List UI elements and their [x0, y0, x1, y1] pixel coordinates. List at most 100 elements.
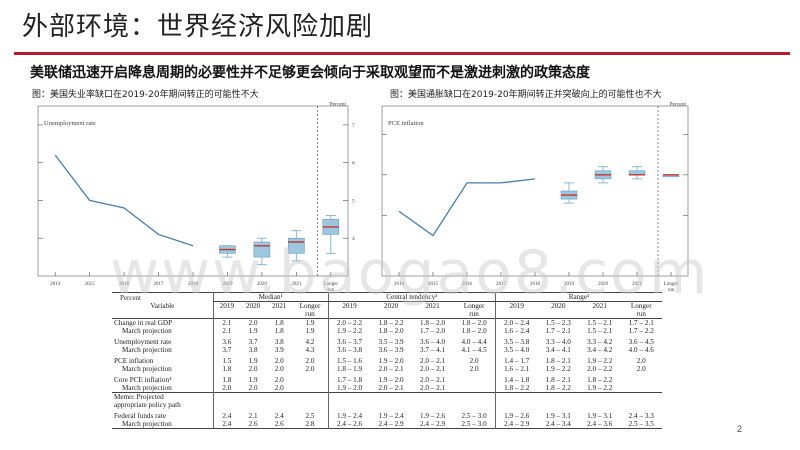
- value-cell: 1.8 – 2.1: [545, 357, 571, 365]
- row-label: Change in real GDP: [114, 319, 173, 327]
- value-cell: 4.2: [305, 338, 315, 346]
- chart1-ytick-label: 7: [352, 123, 355, 129]
- chart1-central-tendency-box: [288, 237, 305, 254]
- year-header: Longer run: [620, 302, 662, 319]
- value-cell: 2.0: [469, 365, 479, 373]
- spacer-cell: [292, 393, 328, 402]
- spacer-cell: [212, 335, 241, 338]
- value-cell: 1.8 – 2.2: [494, 384, 538, 393]
- chart1-ylabel: Percent: [330, 102, 347, 108]
- table-row: March projection 1.8 2.0 2.0 2.0 1.8 – 1.9 2.0…: [112, 365, 662, 373]
- projection-table: Variable Median¹ Central tendency² Range³ 20…: [112, 292, 662, 429]
- value-cell: 1.4 – 1.8: [494, 376, 538, 384]
- value-cell: 3.8: [248, 346, 258, 354]
- value-cell: 3.8: [274, 338, 284, 346]
- table-percent-label: Percent: [120, 294, 141, 302]
- spacer-cell: [579, 401, 620, 409]
- value-cell: 1.9 – 2.4: [378, 412, 404, 420]
- group-header: Range³: [494, 292, 662, 302]
- value-cell: 2.0: [636, 357, 646, 365]
- value-cell: 3.5 – 4.0: [494, 346, 538, 354]
- value-cell: 1.9: [248, 357, 258, 365]
- spacer-cell: [412, 393, 453, 402]
- value-cell: 1.8 – 2.0: [461, 319, 487, 327]
- value-cell: 3.6 – 3.9: [378, 346, 404, 354]
- value-cell: 2.0: [212, 384, 241, 393]
- value-cell: 3.4 – 4.1: [545, 346, 571, 354]
- value-cell: 1.7 – 2.1: [628, 319, 654, 327]
- chart1-xtick-label: 2015: [85, 282, 96, 287]
- value-cell: 2.0: [248, 319, 258, 327]
- table-header-groups: Variable Median¹ Central tendency² Range³: [112, 292, 662, 310]
- spacer-cell: [538, 393, 579, 402]
- value-cell: 1.8 – 1.9: [327, 365, 371, 373]
- value-cell: 1.7 – 2.1: [545, 327, 571, 335]
- year-header-line2: run: [469, 310, 479, 318]
- spacer-cell: [453, 393, 495, 402]
- spacer-cell: [292, 401, 328, 409]
- spacer-cell: [327, 409, 371, 412]
- value-cell: 2.4 – 2.9: [419, 420, 446, 428]
- spacer-cell: [327, 373, 371, 376]
- value-cell: 1.9 – 2.2: [327, 327, 371, 335]
- year-header: 2021: [272, 302, 287, 310]
- memo-text: Memo: Projected: [114, 393, 164, 401]
- value-cell: 2.0 – 2.1: [419, 365, 446, 373]
- spacer-cell: [620, 393, 662, 402]
- table-row: March projection 3.7 3.8 3.9 4.3 3.6 – 3.8 3.6…: [112, 346, 662, 354]
- value-cell: 3.6 – 3.8: [327, 346, 371, 354]
- chart2-xtick-label: 2021: [632, 282, 643, 287]
- chart1-ytick-label: 6: [352, 161, 355, 167]
- value-cell: 2.4: [212, 420, 241, 429]
- value-cell: 2.0: [274, 365, 284, 373]
- value-cell: 1.7 – 1.8: [327, 376, 371, 384]
- year-header: 2021: [592, 302, 607, 310]
- chart2-xtick-label: 2014: [394, 282, 405, 287]
- chart2-xtick-label: 2019: [564, 282, 575, 287]
- value-cell: 3.7: [212, 346, 241, 354]
- spacer-cell: [266, 401, 292, 409]
- row-label: Unemployment rate: [114, 338, 172, 346]
- slide-title: 外部环境：世界经济风险加剧: [22, 12, 374, 42]
- page-number: 2: [736, 424, 742, 434]
- value-cell: 4.1 – 4.5: [461, 346, 487, 354]
- value-cell: 1.9: [305, 327, 315, 335]
- value-cell: 1.8 – 2.0: [378, 327, 404, 335]
- value-cell: 3.9: [274, 346, 284, 354]
- spacer-row: [112, 373, 662, 376]
- table-row: PCE inflation 1.5 1.9 2.0 2.0 1.5 – 1.6 1.9 – …: [112, 357, 662, 365]
- value-cell: 2.0 – 2.4: [494, 318, 538, 327]
- table-row: March projection 2.1 1.9 1.8 1.9 1.9 – 2.2 1.8…: [112, 327, 662, 335]
- value-cell: 3.5 – 3.9: [378, 338, 404, 346]
- spacer-cell: [212, 373, 241, 376]
- spacer-cell: [494, 335, 538, 338]
- spacer-cell: [453, 401, 495, 409]
- value-cell: 1.8 – 2.0: [419, 319, 446, 327]
- value-cell: 2.0 – 2.2: [327, 318, 371, 327]
- value-cell: 2.6: [274, 420, 284, 428]
- value-cell: 2.1: [212, 327, 241, 335]
- value-cell: 3.7: [248, 338, 258, 346]
- value-cell: 1.8: [274, 319, 284, 327]
- value-cell: [292, 376, 328, 384]
- value-cell: 1.9 – 3.1: [587, 412, 613, 420]
- chart1-xtick-label: Longer: [324, 282, 339, 287]
- value-cell: 1.5: [212, 357, 241, 365]
- value-cell: 1.8: [212, 376, 241, 384]
- value-cell: 1.8 – 2.1: [545, 376, 571, 384]
- year-header: 2020: [383, 302, 399, 310]
- year-header: Longer run: [453, 302, 495, 319]
- spacer-cell: [212, 354, 241, 357]
- value-cell: 2.1: [212, 318, 241, 327]
- value-cell: 2.4 – 2.9: [378, 420, 404, 428]
- value-cell: 3.7 – 4.1: [419, 346, 446, 354]
- year-header: 2019: [327, 301, 371, 319]
- value-cell: 3.6 – 3.7: [327, 338, 371, 346]
- year-header: 2020: [551, 302, 566, 310]
- value-cell: 4.0 – 4.4: [461, 338, 487, 346]
- value-cell: 1.5 – 2.1: [587, 319, 613, 327]
- value-cell: 1.7 – 2.2: [628, 327, 654, 335]
- value-cell: 2.1: [248, 412, 258, 420]
- chart2-xtick-label: Longer: [664, 282, 679, 287]
- value-cell: 1.9 – 2.2: [587, 384, 613, 392]
